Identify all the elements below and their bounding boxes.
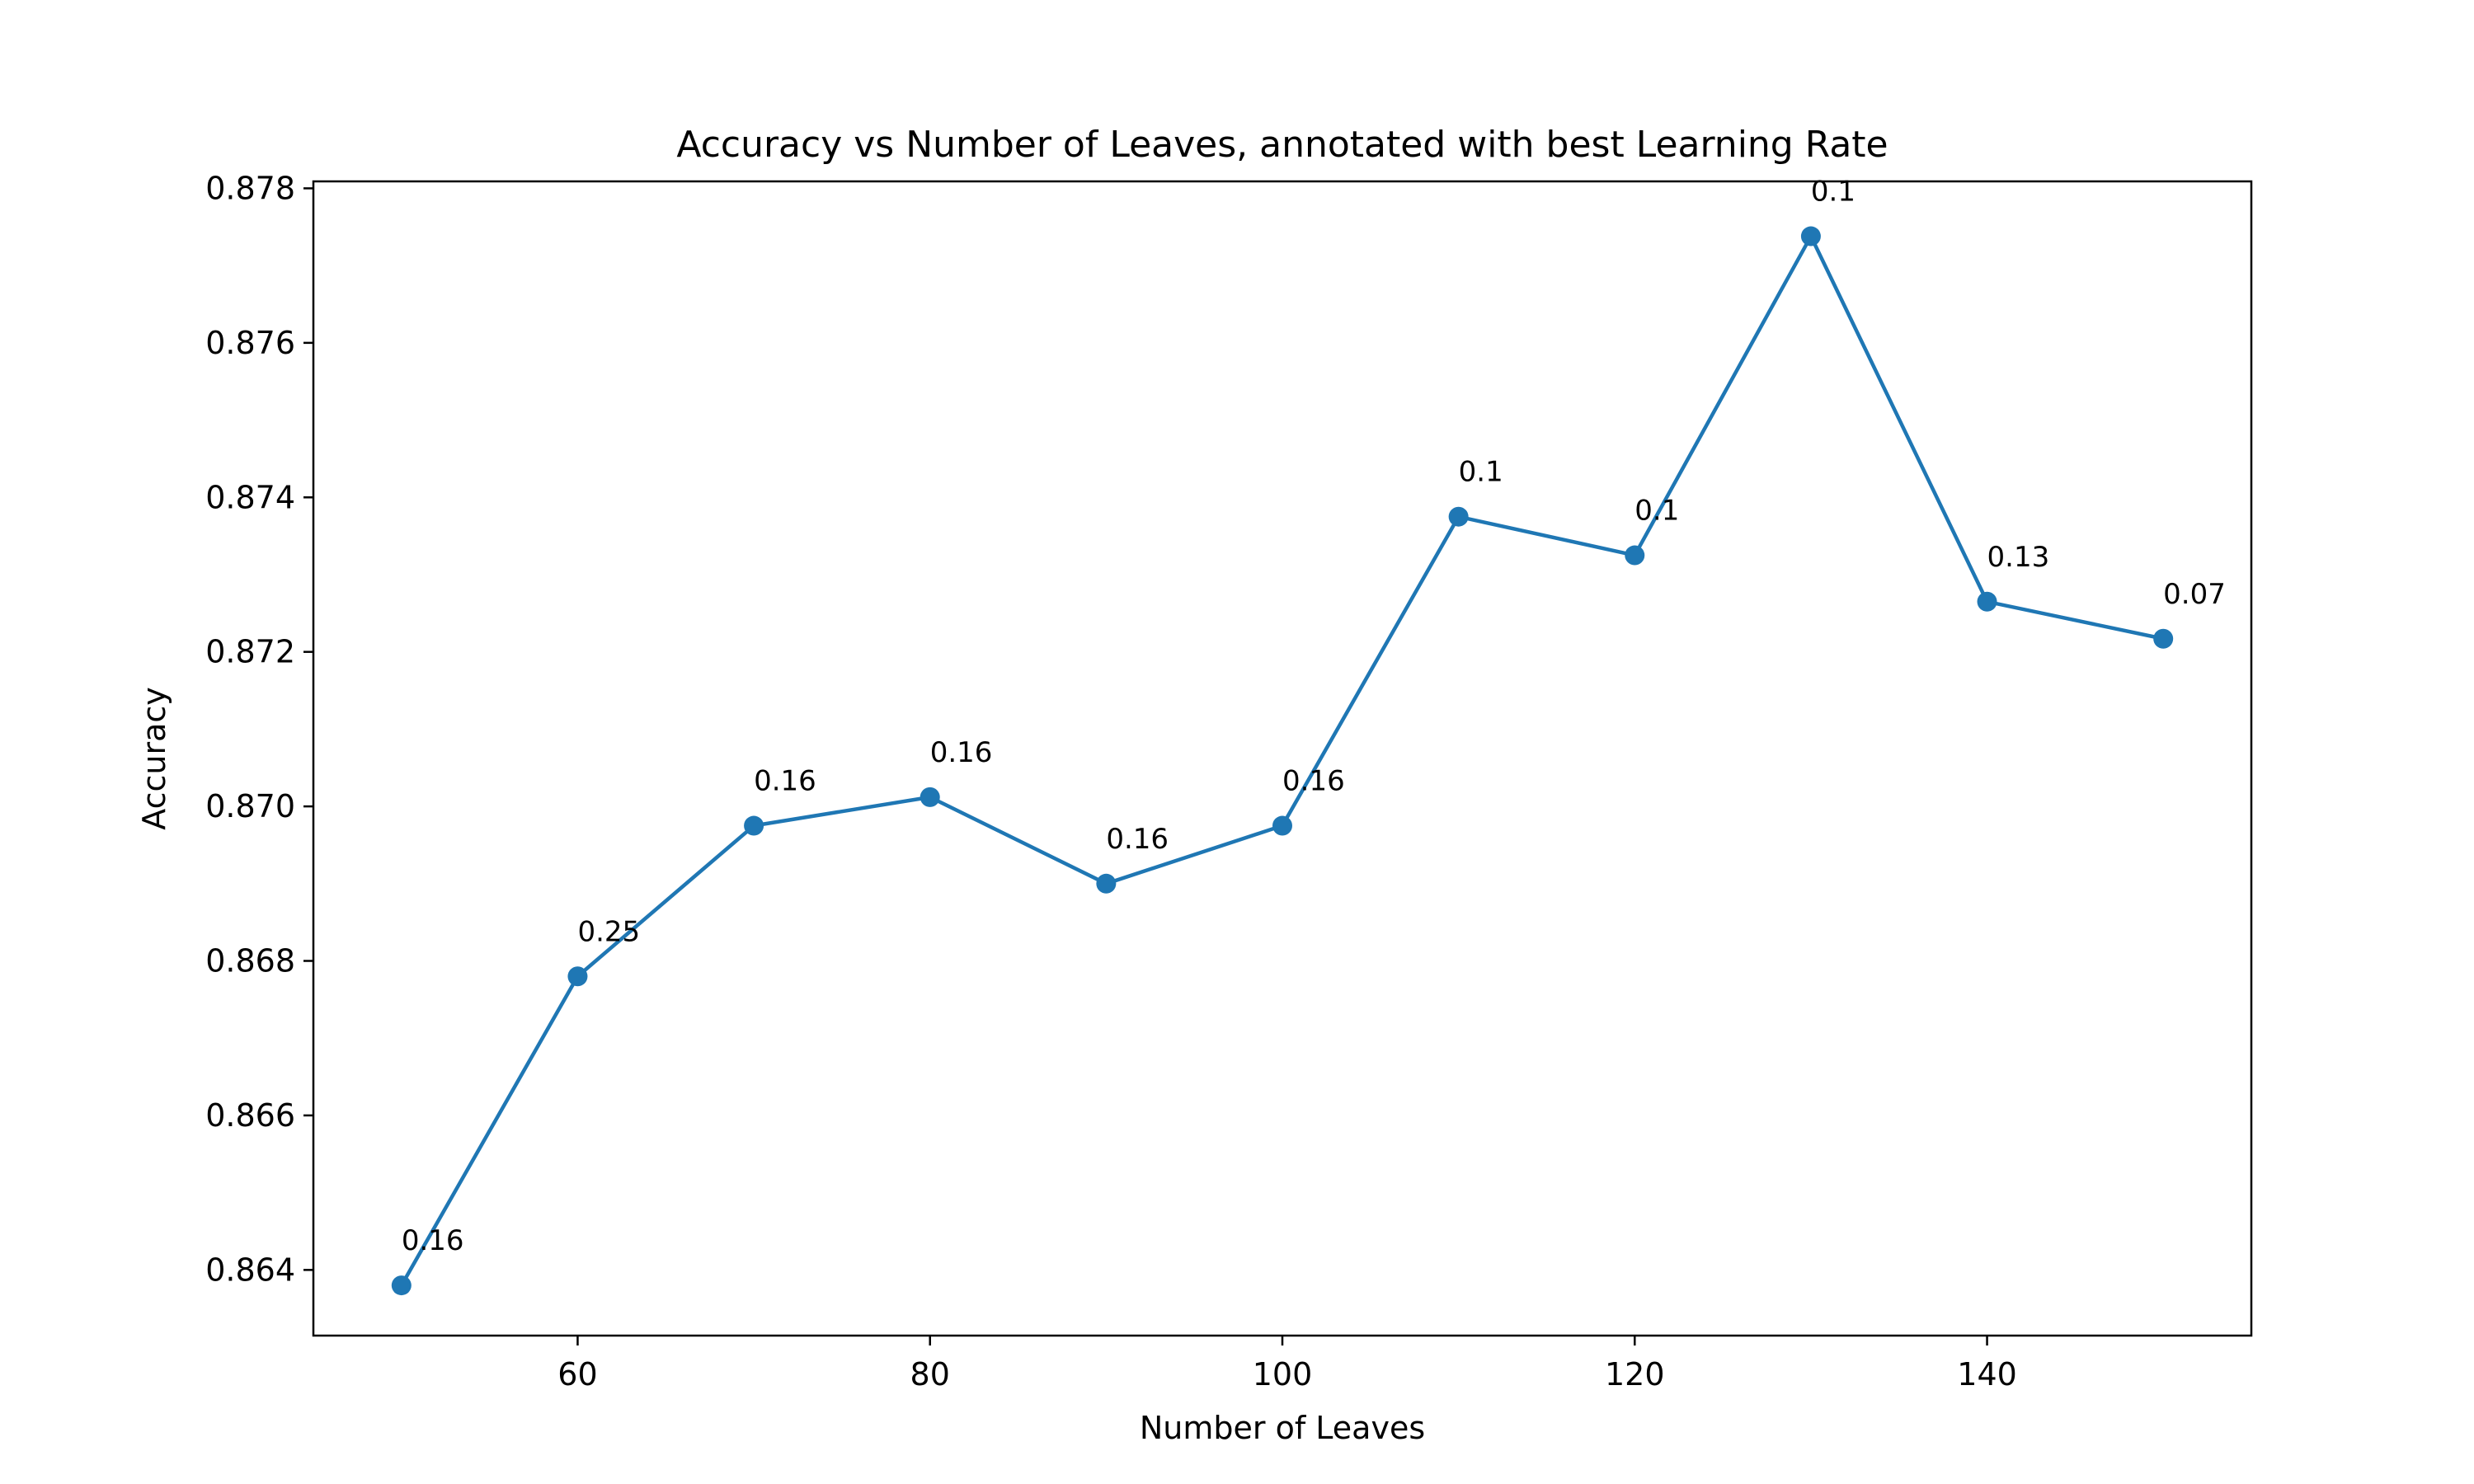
x-tick-label: 120 bbox=[1605, 1356, 1665, 1392]
series-group: 0.16 0.25 0.16 0.16 0.16 0.16 0.1 0.1 0.1 0.13 0.0… bbox=[391, 176, 2226, 1296]
y-axis-label: Accuracy bbox=[136, 687, 172, 830]
data-label: 0.16 bbox=[1282, 765, 1345, 798]
data-point bbox=[1625, 545, 1645, 566]
data-point bbox=[2153, 628, 2174, 649]
data-point bbox=[1800, 226, 1821, 247]
data-point bbox=[744, 815, 764, 836]
y-tick-label: 0.876 bbox=[205, 325, 295, 361]
plot-area-frame bbox=[312, 180, 2253, 1337]
x-tick-label: 140 bbox=[1957, 1356, 2017, 1392]
chart-title: Accuracy vs Number of Leaves, annotated … bbox=[676, 124, 1888, 166]
data-label: 0.25 bbox=[577, 915, 640, 948]
data-label: 0.1 bbox=[1811, 176, 1856, 209]
data-label: 0.1 bbox=[1634, 495, 1679, 528]
x-tick-label: 100 bbox=[1253, 1356, 1313, 1392]
y-tick-label: 0.870 bbox=[205, 788, 295, 824]
y-tick-label: 0.872 bbox=[205, 634, 295, 670]
data-point bbox=[1448, 506, 1469, 527]
data-point bbox=[1272, 815, 1292, 836]
data-label: 0.16 bbox=[1106, 823, 1169, 856]
x-tick-label: 60 bbox=[557, 1356, 597, 1392]
y-tick-label: 0.866 bbox=[205, 1097, 295, 1134]
data-point bbox=[920, 787, 940, 807]
data-point bbox=[1096, 873, 1117, 894]
data-point bbox=[567, 966, 588, 987]
x-axis-label: Number of Leaves bbox=[1140, 1410, 1425, 1446]
data-label: 0.1 bbox=[1459, 456, 1503, 489]
data-label: 0.16 bbox=[930, 736, 993, 769]
y-tick-label: 0.868 bbox=[205, 943, 295, 979]
data-label: 0.16 bbox=[754, 765, 816, 798]
data-point bbox=[391, 1275, 412, 1296]
x-tick-label: 80 bbox=[910, 1356, 950, 1392]
data-label: 0.13 bbox=[1987, 541, 2050, 574]
data-point bbox=[1977, 591, 1997, 612]
data-label: 0.16 bbox=[402, 1224, 464, 1257]
y-tick-label: 0.864 bbox=[205, 1252, 295, 1288]
y-tick-label: 0.878 bbox=[205, 170, 295, 206]
y-tick-label: 0.874 bbox=[205, 479, 295, 515]
axis-ticks: 60 80 100 120 140 0.864 0.866 0.868 0.870 0.872 0.… bbox=[205, 170, 2017, 1392]
data-label: 0.07 bbox=[2163, 578, 2226, 611]
